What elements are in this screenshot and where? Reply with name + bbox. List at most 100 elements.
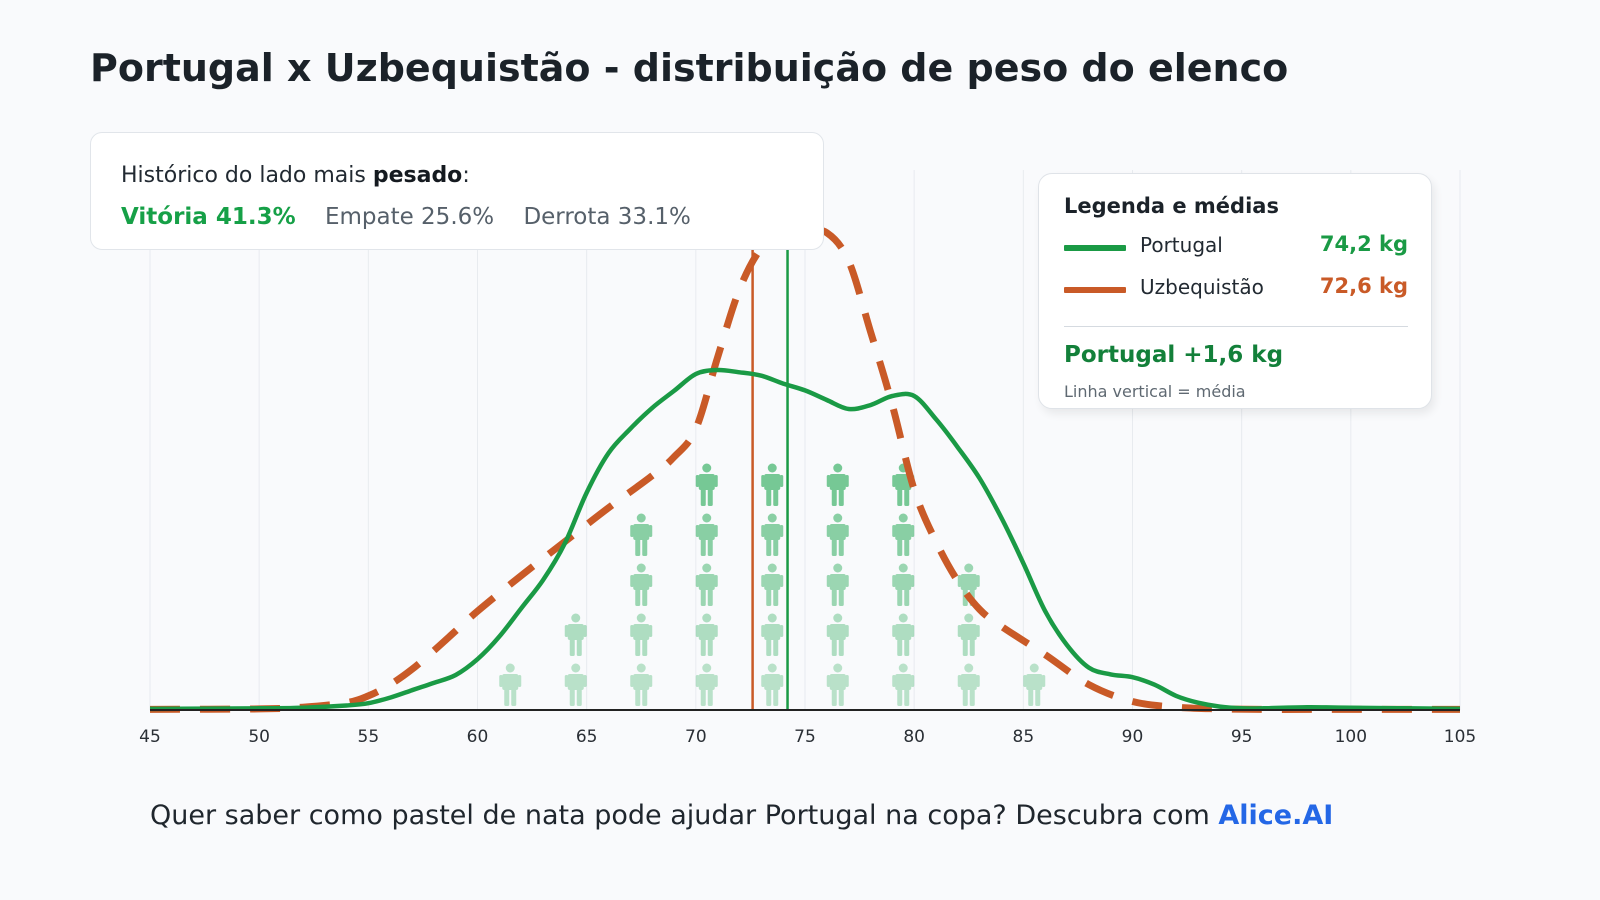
player-icon-leg xyxy=(635,589,641,606)
x-tick-label-75: 75 xyxy=(794,727,816,747)
player-icon-arm xyxy=(630,625,634,637)
player-icon-arm xyxy=(714,475,718,487)
player-icon-body xyxy=(633,624,650,640)
player-icon-body xyxy=(698,574,715,590)
player-icon-leg xyxy=(773,489,779,506)
player-icon-leg xyxy=(766,489,772,506)
player-icon xyxy=(630,613,653,656)
legend-panel: Legenda e médias Portugal 74,2 kg Uzbequ… xyxy=(1038,173,1432,409)
player-icon-body xyxy=(633,574,650,590)
player-icon-arm xyxy=(695,475,700,487)
player-icon-leg xyxy=(831,589,837,606)
player-icon-body xyxy=(960,624,977,640)
player-icon-leg xyxy=(700,639,706,656)
history-label: Histórico do lado mais pesado: xyxy=(121,163,470,188)
player-icon-head xyxy=(833,513,843,523)
player-icon-arm xyxy=(826,625,831,637)
player-icon-body xyxy=(764,574,781,590)
player-icon-leg xyxy=(700,689,706,706)
player-icon xyxy=(826,463,849,506)
player-icon-arm xyxy=(976,625,980,637)
player-icon-arm xyxy=(1023,675,1027,687)
player-icon-body xyxy=(829,574,846,590)
player-icon-leg xyxy=(831,539,837,556)
legend-note: Linha vertical = média xyxy=(1064,382,1246,401)
player-icon-arm xyxy=(648,525,653,537)
player-icon-body xyxy=(829,674,846,690)
player-icon-head xyxy=(702,663,712,673)
player-icon-head xyxy=(833,563,843,573)
player-icon-leg xyxy=(766,539,772,556)
player-icon-arm xyxy=(564,675,569,687)
player-icon-leg xyxy=(642,589,648,606)
player-icon-leg xyxy=(969,639,975,656)
footer-brand-link[interactable]: Alice.AI xyxy=(1218,800,1334,831)
player-icon-leg xyxy=(897,639,903,656)
player-icon-body xyxy=(829,624,846,640)
player-icon-body xyxy=(633,674,650,690)
player-icon-head xyxy=(505,663,515,673)
player-icon-leg xyxy=(576,689,582,706)
player-icon-head xyxy=(833,663,843,673)
player-icon-arm xyxy=(845,575,849,587)
player-icon-arm xyxy=(957,675,962,687)
player-icon-arm xyxy=(630,525,634,537)
legend-label-portugal: Portugal xyxy=(1140,233,1223,257)
player-icon-arm xyxy=(826,475,831,487)
player-icon-leg xyxy=(962,689,968,706)
x-tick-label-70: 70 xyxy=(685,727,707,747)
draw-percentage: Empate 25.6% xyxy=(324,204,495,230)
player-icon-leg xyxy=(773,689,779,706)
player-icon-body xyxy=(960,674,977,690)
history-label-bold: pesado xyxy=(372,163,463,188)
player-icon xyxy=(957,663,980,706)
player-icon-arm xyxy=(714,675,718,687)
player-icon-head xyxy=(636,663,646,673)
player-icon-head xyxy=(898,513,908,523)
player-icon-leg xyxy=(969,689,975,706)
player-icon-body xyxy=(698,524,715,540)
x-tick-label-90: 90 xyxy=(1122,727,1144,747)
footer-promo: Quer saber como pastel de nata pode ajud… xyxy=(150,800,1333,831)
x-tick-label-100: 100 xyxy=(1335,727,1367,747)
player-icon-arm xyxy=(892,525,896,537)
player-icon-arm xyxy=(892,625,896,637)
player-icon-arm xyxy=(695,525,700,537)
player-icon-leg xyxy=(766,639,772,656)
player-icon-body xyxy=(567,624,584,640)
player-icon-leg xyxy=(635,689,641,706)
player-icon-arm xyxy=(826,675,831,687)
player-icon-arm xyxy=(630,675,634,687)
player-icon-leg xyxy=(904,489,910,506)
player-icon-head xyxy=(571,613,581,623)
player-icon-arm xyxy=(499,675,503,687)
player-icon-leg xyxy=(707,639,713,656)
player-icon-arm xyxy=(779,525,784,537)
player-icon-leg xyxy=(773,589,779,606)
player-icon-leg xyxy=(831,489,837,506)
player-icon-arm xyxy=(648,575,653,587)
player-icon xyxy=(630,513,653,556)
legend-swatch-uzbekistan xyxy=(1064,287,1126,293)
player-icon-body xyxy=(502,674,519,690)
legend-value-uzbekistan: 72,6 kg xyxy=(1319,274,1408,298)
x-tick-label-50: 50 xyxy=(248,727,270,747)
player-icon-arm xyxy=(517,675,522,687)
player-icon-leg xyxy=(700,539,706,556)
player-icon-body xyxy=(633,524,650,540)
player-icon-leg xyxy=(642,539,648,556)
player-icon-body xyxy=(895,574,912,590)
player-icon-head xyxy=(898,613,908,623)
player-icon-head xyxy=(636,513,646,523)
player-icon-leg xyxy=(707,539,713,556)
player-icon-arm xyxy=(845,675,849,687)
x-tick-label-55: 55 xyxy=(358,727,380,747)
player-icon-arm xyxy=(761,525,765,537)
player-icon-leg xyxy=(635,639,641,656)
player-icon-leg xyxy=(838,539,844,556)
player-icon-arm xyxy=(910,575,915,587)
player-icon-head xyxy=(964,563,974,573)
player-pictograms xyxy=(499,463,1046,706)
player-icon-leg xyxy=(838,589,844,606)
